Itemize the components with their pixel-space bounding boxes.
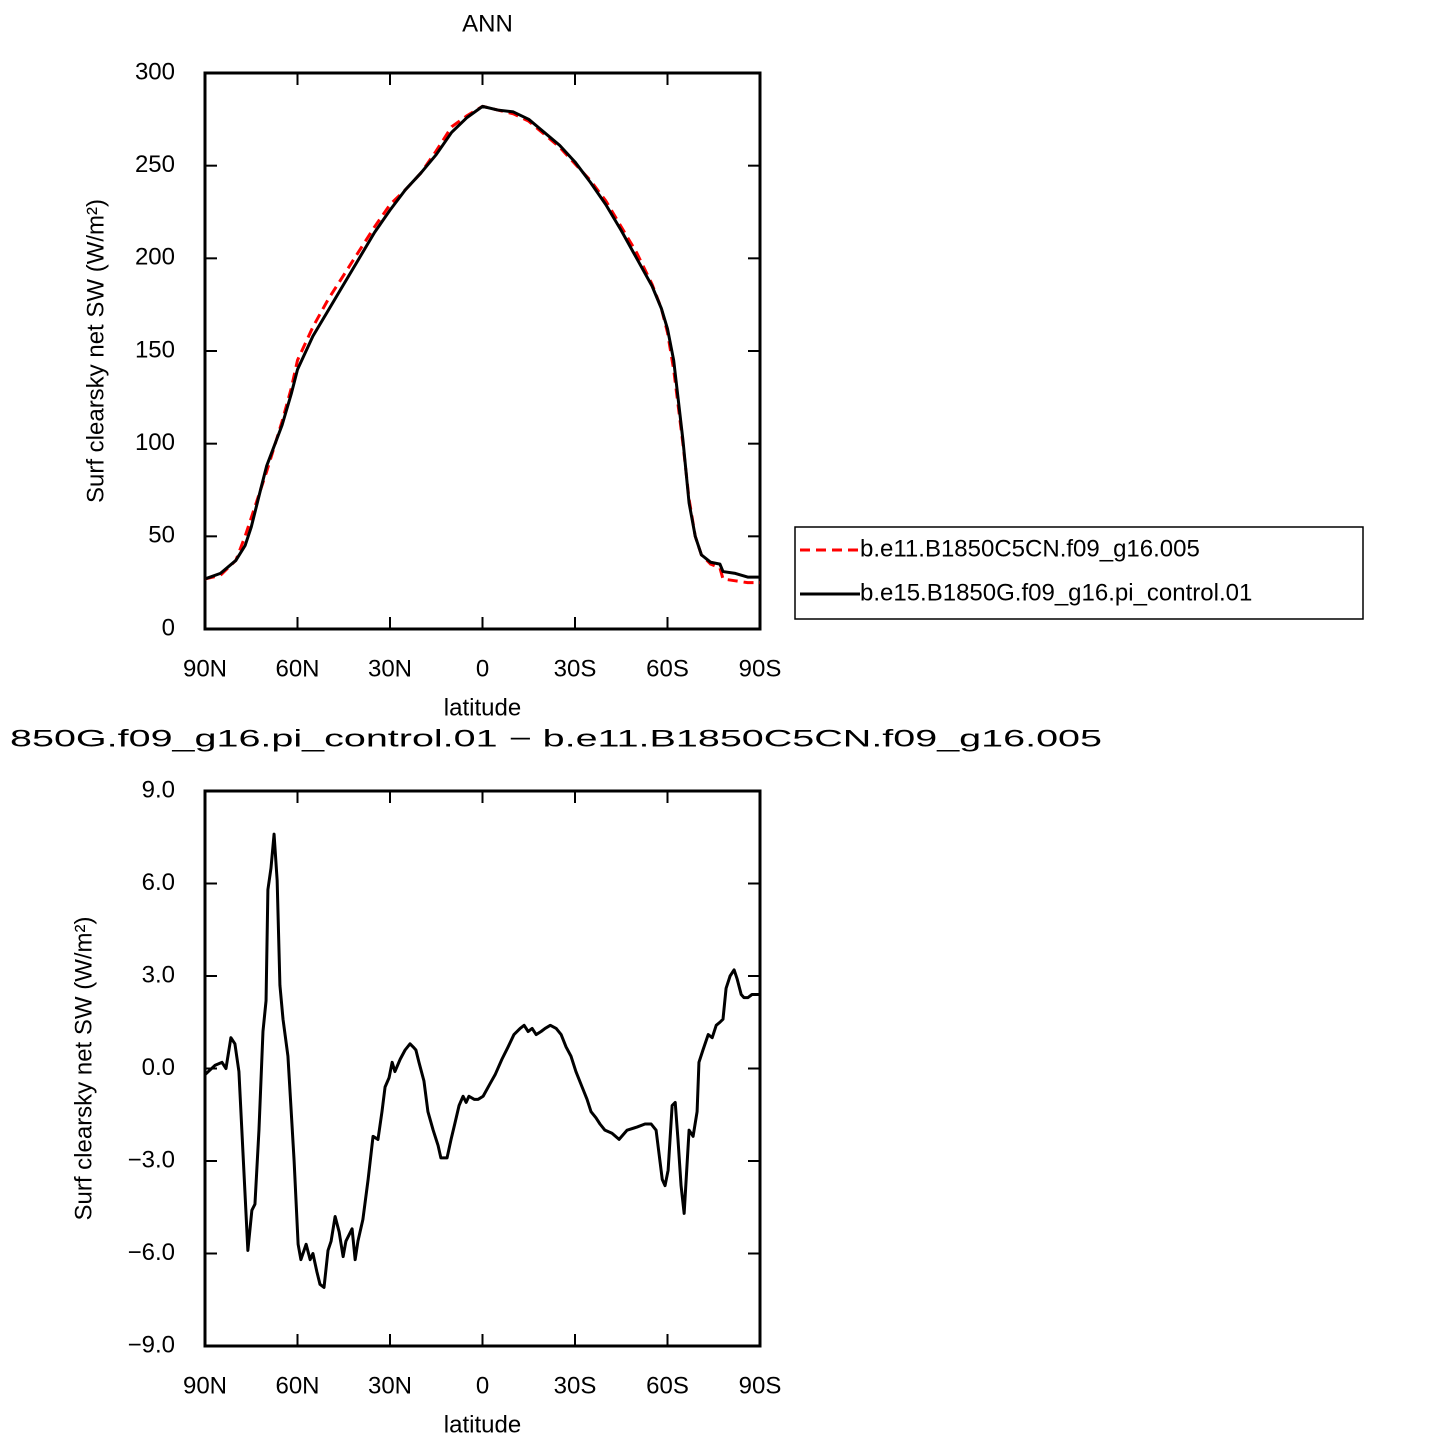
x-tick-label: 60N <box>275 655 319 682</box>
y-tick-label: 300 <box>135 58 175 85</box>
y-tick-label: 250 <box>135 151 175 178</box>
x-tick-label: 30S <box>554 1372 597 1399</box>
chart-title: 850G.f09_g16.pi_control.01 − b.e11.B1850… <box>10 725 1102 752</box>
x-tick-label: 90S <box>739 1372 782 1399</box>
x-tick-label: 60S <box>646 1372 689 1399</box>
y-tick-label: 150 <box>135 336 175 363</box>
plot-frame <box>203 71 762 631</box>
x-tick-label: 0 <box>476 655 489 682</box>
y-tick-label: 50 <box>148 522 175 549</box>
y-tick-label: 6.0 <box>142 869 175 896</box>
y-axis-label: Surf clearsky net SW (W/m²) <box>70 916 97 1220</box>
data-line <box>203 832 760 1289</box>
y-tick-label: 9.0 <box>142 776 175 803</box>
x-tick-label: 30N <box>368 655 412 682</box>
x-tick-label: 90N <box>183 1372 227 1399</box>
y-tick-label: 0 <box>162 614 175 641</box>
y-tick-label: −6.0 <box>128 1239 175 1266</box>
x-tick-label: 30N <box>368 1372 412 1399</box>
y-tick-label: 0.0 <box>142 1054 175 1081</box>
data-line <box>204 104 760 585</box>
y-tick-label: 200 <box>135 244 175 271</box>
y-tick-label: 3.0 <box>142 961 175 988</box>
data-line <box>204 104 760 581</box>
legend-label: b.e11.B1850C5CN.f09_g16.005 <box>860 535 1200 562</box>
y-tick-label: 100 <box>135 429 175 456</box>
x-tick-label: 0 <box>476 1372 489 1399</box>
y-tick-label: −3.0 <box>128 1146 175 1173</box>
y-axis-label: Surf clearsky net SW (W/m²) <box>82 199 109 503</box>
x-axis-label: latitude <box>444 1411 521 1438</box>
x-tick-label: 60S <box>646 655 689 682</box>
legend-label: b.e15.B1850G.f09_g16.pi_control.01 <box>860 579 1252 606</box>
x-tick-label: 60N <box>275 1372 319 1399</box>
legend-box <box>794 526 1364 620</box>
x-tick-label: 90S <box>739 655 782 682</box>
x-tick-label: 90N <box>183 655 227 682</box>
x-tick-label: 30S <box>554 655 597 682</box>
y-tick-label: −9.0 <box>128 1331 175 1358</box>
x-axis-label: latitude <box>444 694 521 721</box>
chart-title: ANN <box>462 10 513 37</box>
